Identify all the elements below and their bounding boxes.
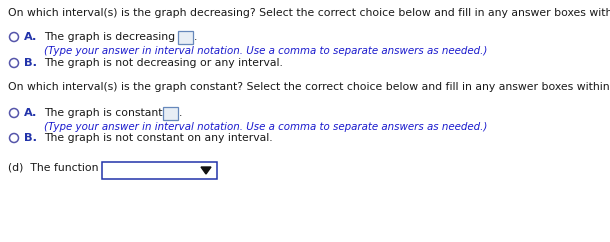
Text: The graph is constant on: The graph is constant on [44, 108, 179, 118]
FancyBboxPatch shape [178, 31, 193, 44]
Text: The graph is not constant on any interval.: The graph is not constant on any interva… [44, 133, 273, 143]
Text: B.: B. [24, 58, 37, 68]
Text: On which interval(s) is the graph constant? Select the correct choice below and : On which interval(s) is the graph consta… [8, 82, 610, 92]
Text: (Type your answer in interval notation. Use a comma to separate answers as neede: (Type your answer in interval notation. … [44, 122, 487, 132]
Text: B.: B. [24, 133, 37, 143]
Text: The graph is not decreasing or any interval.: The graph is not decreasing or any inter… [44, 58, 283, 68]
Text: (Type your answer in interval notation. Use a comma to separate answers as neede: (Type your answer in interval notation. … [44, 46, 487, 56]
FancyBboxPatch shape [163, 107, 178, 120]
Text: The graph is decreasing on: The graph is decreasing on [44, 32, 192, 42]
Text: On which interval(s) is the graph decreasing? Select the correct choice below an: On which interval(s) is the graph decrea… [8, 8, 610, 18]
Text: A.: A. [24, 108, 37, 118]
Text: A.: A. [24, 32, 37, 42]
FancyBboxPatch shape [102, 162, 217, 179]
Text: .: . [194, 32, 198, 42]
Polygon shape [201, 167, 211, 174]
Text: .: . [179, 108, 182, 118]
Text: (d)  The function is: (d) The function is [8, 163, 110, 173]
